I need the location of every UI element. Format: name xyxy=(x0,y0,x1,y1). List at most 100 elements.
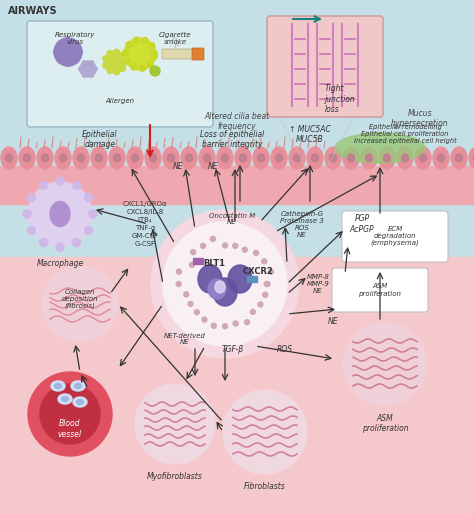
Ellipse shape xyxy=(50,201,70,227)
Text: ROS: ROS xyxy=(277,344,293,354)
FancyBboxPatch shape xyxy=(27,21,213,127)
Circle shape xyxy=(120,66,126,71)
Circle shape xyxy=(211,323,216,328)
Ellipse shape xyxy=(311,154,319,162)
Ellipse shape xyxy=(95,154,102,162)
Circle shape xyxy=(89,210,97,218)
Circle shape xyxy=(343,322,427,406)
Circle shape xyxy=(27,193,36,201)
Text: NE: NE xyxy=(173,162,183,171)
Ellipse shape xyxy=(73,397,87,407)
Circle shape xyxy=(80,61,96,77)
Circle shape xyxy=(254,250,259,255)
Ellipse shape xyxy=(24,154,30,162)
Text: Fibroblasts: Fibroblasts xyxy=(244,482,286,491)
Ellipse shape xyxy=(397,147,413,169)
Text: AIRWAYS: AIRWAYS xyxy=(8,6,58,16)
Ellipse shape xyxy=(325,147,341,169)
Circle shape xyxy=(258,302,263,307)
Text: Loss of epithelial
barrier integrity: Loss of epithelial barrier integrity xyxy=(200,130,264,149)
Ellipse shape xyxy=(415,147,431,169)
Circle shape xyxy=(73,41,79,47)
Circle shape xyxy=(90,73,93,77)
Text: Epithelial
damage: Epithelial damage xyxy=(82,130,118,149)
Text: Tight
junction
loss: Tight junction loss xyxy=(325,84,356,114)
Circle shape xyxy=(223,390,307,474)
Ellipse shape xyxy=(361,147,377,169)
Ellipse shape xyxy=(71,381,85,391)
Circle shape xyxy=(39,181,47,190)
Circle shape xyxy=(73,57,79,63)
Text: NET-derived
NE: NET-derived NE xyxy=(164,333,206,345)
Circle shape xyxy=(151,210,299,358)
Text: Cathepsin-G
Proteinase 3
ROS
NE: Cathepsin-G Proteinase 3 ROS NE xyxy=(280,210,324,237)
Text: Macrophage: Macrophage xyxy=(36,259,83,268)
Ellipse shape xyxy=(145,147,161,169)
Ellipse shape xyxy=(181,147,197,169)
Text: Blood
vessel: Blood vessel xyxy=(58,419,82,439)
Text: Allergen: Allergen xyxy=(105,98,135,104)
Bar xyxy=(0,0,474,257)
Circle shape xyxy=(84,193,92,201)
Ellipse shape xyxy=(419,154,427,162)
Circle shape xyxy=(263,292,268,297)
Circle shape xyxy=(142,38,148,44)
Circle shape xyxy=(103,63,108,68)
Text: CXCR2: CXCR2 xyxy=(243,267,274,276)
Ellipse shape xyxy=(51,381,65,391)
Circle shape xyxy=(150,66,160,76)
Text: NE: NE xyxy=(328,317,338,326)
Ellipse shape xyxy=(167,154,174,162)
Circle shape xyxy=(124,38,156,70)
Circle shape xyxy=(90,61,93,65)
Circle shape xyxy=(73,238,81,247)
Circle shape xyxy=(194,309,200,315)
Circle shape xyxy=(125,58,130,64)
Text: NE: NE xyxy=(208,162,219,171)
Circle shape xyxy=(28,182,92,246)
Ellipse shape xyxy=(1,147,17,169)
Bar xyxy=(0,166,474,204)
Circle shape xyxy=(133,37,139,43)
Ellipse shape xyxy=(438,154,445,162)
Circle shape xyxy=(250,309,255,315)
Ellipse shape xyxy=(307,147,323,169)
Ellipse shape xyxy=(76,399,83,405)
Circle shape xyxy=(242,247,247,252)
Circle shape xyxy=(114,70,119,75)
Ellipse shape xyxy=(185,154,192,162)
Circle shape xyxy=(191,250,196,254)
Text: BLT1: BLT1 xyxy=(203,259,225,268)
Ellipse shape xyxy=(228,265,252,293)
Circle shape xyxy=(202,317,207,322)
Circle shape xyxy=(114,49,119,54)
Text: ASM
proliferation: ASM proliferation xyxy=(362,414,408,433)
Ellipse shape xyxy=(401,154,409,162)
Ellipse shape xyxy=(213,278,237,306)
Circle shape xyxy=(233,243,238,248)
Ellipse shape xyxy=(289,147,305,169)
Circle shape xyxy=(126,42,132,48)
Text: Myofibroblasts: Myofibroblasts xyxy=(147,472,203,481)
Circle shape xyxy=(54,49,60,55)
Circle shape xyxy=(65,38,71,44)
Circle shape xyxy=(151,51,157,57)
Circle shape xyxy=(57,41,63,47)
FancyBboxPatch shape xyxy=(162,49,199,59)
Circle shape xyxy=(262,259,267,264)
FancyBboxPatch shape xyxy=(192,48,204,60)
Text: TGF-β: TGF-β xyxy=(222,344,244,354)
Circle shape xyxy=(82,73,86,77)
Circle shape xyxy=(123,60,128,64)
Circle shape xyxy=(139,65,146,71)
Ellipse shape xyxy=(131,154,138,162)
Ellipse shape xyxy=(19,147,35,169)
Ellipse shape xyxy=(74,383,82,389)
Circle shape xyxy=(103,56,108,61)
Ellipse shape xyxy=(217,147,233,169)
Circle shape xyxy=(65,60,71,66)
Ellipse shape xyxy=(163,147,179,169)
Text: ASM
proliferation: ASM proliferation xyxy=(358,283,401,297)
Text: CXCL1/GROα
CXCL8/IL-8
LTB₄
TNF-α
GM-CSF
G-CSF: CXCL1/GROα CXCL8/IL-8 LTB₄ TNF-α GM-CSF … xyxy=(123,201,167,247)
Ellipse shape xyxy=(329,154,337,162)
